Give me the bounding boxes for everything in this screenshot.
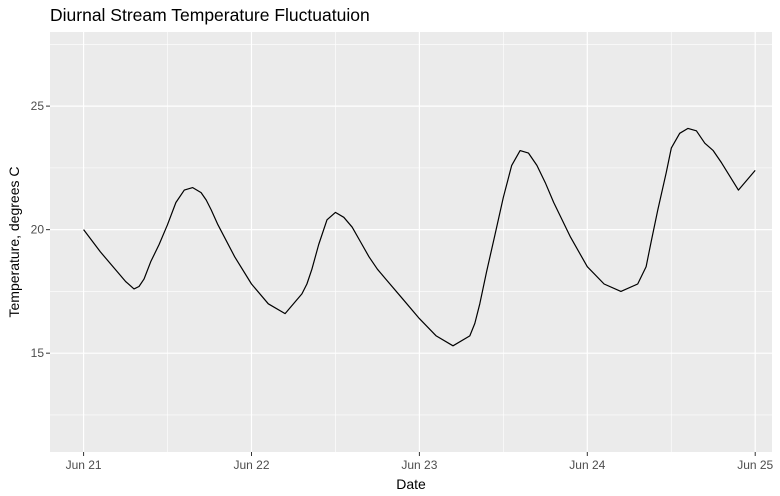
chart-title: Diurnal Stream Temperature Fluctuatuion	[50, 5, 370, 25]
x-tick-label: Jun 24	[569, 458, 605, 472]
plot-panel	[50, 32, 772, 452]
y-tick-label: 15	[31, 346, 45, 360]
y-tick-label: 20	[31, 223, 45, 237]
major-gridlines	[50, 32, 772, 452]
x-axis: Jun 21 Jun 22 Jun 23 Jun 24 Jun 25	[66, 452, 774, 472]
minor-gridlines	[50, 32, 772, 452]
y-axis-title: Temperature, degrees C	[6, 167, 22, 318]
x-tick-label: Jun 22	[233, 458, 269, 472]
x-tick-label: Jun 21	[66, 458, 102, 472]
temperature-series-line	[83, 127, 756, 347]
x-axis-title: Date	[396, 476, 426, 492]
x-tick-label: Jun 25	[737, 458, 773, 472]
y-axis: 15 20 25	[31, 99, 50, 360]
y-tick-label: 25	[31, 99, 45, 113]
x-tick-label: Jun 23	[401, 458, 437, 472]
